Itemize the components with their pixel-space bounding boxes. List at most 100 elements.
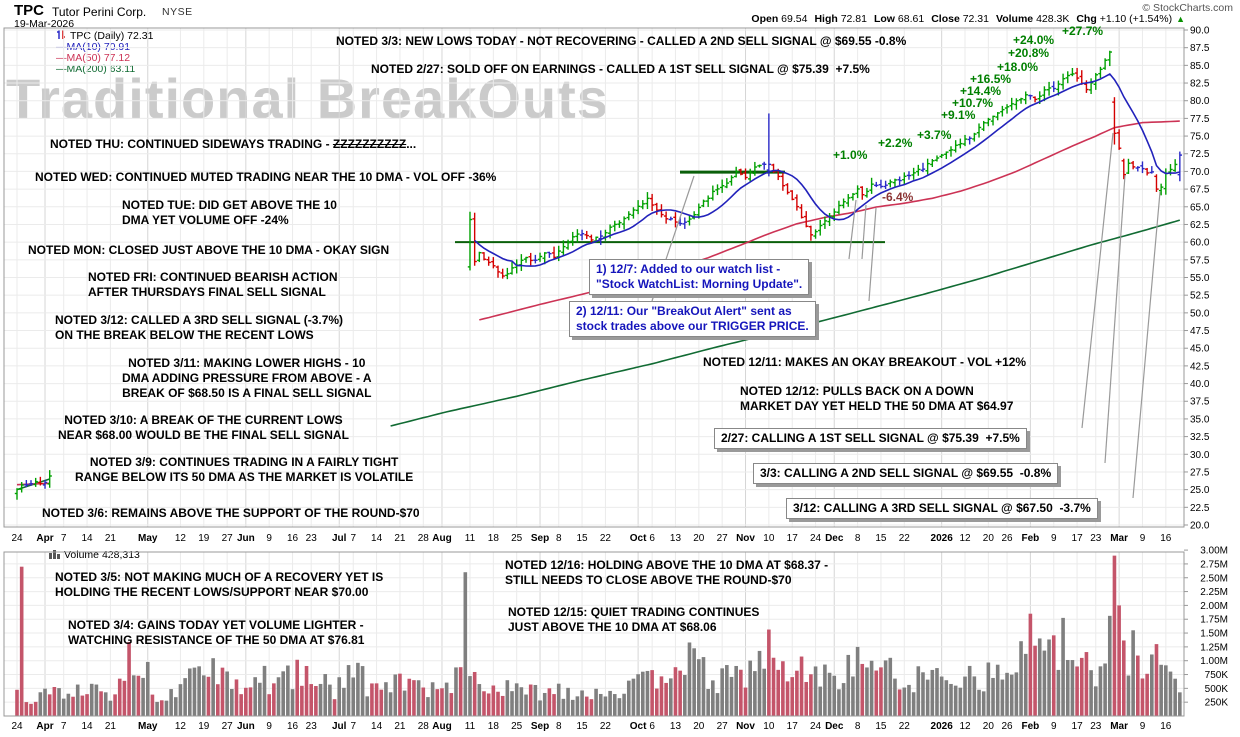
svg-text:9: 9 xyxy=(1140,533,1146,544)
exchange-name: NYSE xyxy=(162,6,193,18)
svg-text:Dec: Dec xyxy=(825,533,844,544)
svg-text:16: 16 xyxy=(287,533,299,544)
svg-text:23: 23 xyxy=(306,721,318,732)
svg-text:Nov: Nov xyxy=(736,533,755,544)
svg-text:Jun: Jun xyxy=(237,533,255,544)
svg-text:27: 27 xyxy=(222,533,234,544)
svg-text:30.0: 30.0 xyxy=(1190,450,1210,461)
svg-text:16: 16 xyxy=(287,721,299,732)
svg-text:21: 21 xyxy=(105,533,117,544)
svg-text:24: 24 xyxy=(810,721,822,732)
svg-text:24: 24 xyxy=(810,533,822,544)
svg-text:3.00M: 3.00M xyxy=(1200,546,1228,557)
legend-series: TPC (Daily) 72.31 xyxy=(70,30,154,42)
svg-text:9: 9 xyxy=(1051,721,1057,732)
svg-text:87.5: 87.5 xyxy=(1190,43,1210,54)
svg-text:75.0: 75.0 xyxy=(1190,132,1210,143)
svg-text:7: 7 xyxy=(350,721,356,732)
chg-label: Chg xyxy=(1076,13,1097,25)
svg-text:15: 15 xyxy=(577,533,589,544)
svg-text:12: 12 xyxy=(959,533,971,544)
svg-text:18: 18 xyxy=(488,721,500,732)
high-label: High xyxy=(814,13,838,25)
svg-text:26: 26 xyxy=(1001,721,1013,732)
svg-text:6: 6 xyxy=(649,533,655,544)
svg-text:80.0: 80.0 xyxy=(1190,96,1210,107)
svg-text:15: 15 xyxy=(875,533,887,544)
ticker-symbol: TPC xyxy=(14,2,44,19)
svg-text:25.0: 25.0 xyxy=(1190,485,1210,496)
svg-text:16: 16 xyxy=(1160,533,1172,544)
svg-text:19: 19 xyxy=(198,721,210,732)
svg-text:42.5: 42.5 xyxy=(1190,361,1210,372)
svg-text:2.25M: 2.25M xyxy=(1200,587,1228,598)
svg-text:32.5: 32.5 xyxy=(1190,432,1210,443)
svg-text:17: 17 xyxy=(787,533,799,544)
svg-text:20: 20 xyxy=(983,533,995,544)
svg-text:12: 12 xyxy=(175,533,187,544)
svg-text:500K: 500K xyxy=(1205,684,1229,695)
svg-text:1.00M: 1.00M xyxy=(1200,656,1228,667)
legend-ma50: —MA(50) 77.12 xyxy=(56,52,131,64)
svg-text:250K: 250K xyxy=(1205,698,1229,709)
svg-text:25: 25 xyxy=(511,533,523,544)
svg-text:750K: 750K xyxy=(1205,670,1229,681)
svg-text:28: 28 xyxy=(418,721,430,732)
low-label: Low xyxy=(873,13,895,25)
price-bars xyxy=(14,50,1183,500)
volume-label: Volume xyxy=(995,13,1034,25)
svg-text:65.0: 65.0 xyxy=(1190,202,1210,213)
svg-text:Mar: Mar xyxy=(1110,533,1128,544)
svg-text:19: 19 xyxy=(198,533,210,544)
svg-text:May: May xyxy=(138,721,158,732)
svg-text:Jun: Jun xyxy=(237,721,255,732)
svg-text:14: 14 xyxy=(81,533,93,544)
svg-text:14: 14 xyxy=(371,533,383,544)
svg-text:14: 14 xyxy=(371,721,383,732)
svg-text:20.0: 20.0 xyxy=(1190,520,1210,531)
svg-text:22: 22 xyxy=(899,533,911,544)
grid-lines xyxy=(4,28,1184,716)
svg-text:Mar: Mar xyxy=(1110,721,1128,732)
close-value: 72.31 xyxy=(962,13,989,25)
svg-text:20: 20 xyxy=(693,721,705,732)
svg-text:85.0: 85.0 xyxy=(1190,61,1210,72)
svg-text:Oct: Oct xyxy=(630,533,647,544)
high-value: 72.81 xyxy=(840,13,867,25)
svg-text:Feb: Feb xyxy=(1021,533,1039,544)
svg-text:15: 15 xyxy=(875,721,887,732)
svg-text:Apr: Apr xyxy=(36,721,53,732)
change-up-icon: ▲ xyxy=(1176,14,1185,24)
legend-ma200: —MA(200) 63.11 xyxy=(56,63,136,75)
svg-text:12: 12 xyxy=(959,721,971,732)
svg-text:37.5: 37.5 xyxy=(1190,397,1210,408)
low-value: 68.61 xyxy=(897,13,925,25)
svg-text:67.5: 67.5 xyxy=(1190,185,1210,196)
svg-text:62.5: 62.5 xyxy=(1190,220,1210,231)
svg-text:1.25M: 1.25M xyxy=(1200,642,1228,653)
svg-text:22: 22 xyxy=(600,721,612,732)
quote-bar: Open 69.54 High 72.81 Low 68.61 Close 72.31… xyxy=(744,13,1185,25)
svg-text:21: 21 xyxy=(105,721,117,732)
open-label: Open xyxy=(751,13,779,25)
svg-text:6: 6 xyxy=(649,721,655,732)
svg-text:Aug: Aug xyxy=(432,533,451,544)
svg-text:40.0: 40.0 xyxy=(1190,379,1210,390)
svg-text:21: 21 xyxy=(394,721,406,732)
svg-text:20: 20 xyxy=(983,721,995,732)
svg-text:1.75M: 1.75M xyxy=(1200,615,1228,626)
svg-text:23: 23 xyxy=(1090,721,1102,732)
svg-text:11: 11 xyxy=(465,533,476,544)
svg-text:2026: 2026 xyxy=(931,721,954,732)
svg-text:9: 9 xyxy=(1051,533,1057,544)
svg-text:10: 10 xyxy=(763,533,775,544)
chart-watermark: Traditional BreakOuts xyxy=(6,67,609,130)
svg-text:27: 27 xyxy=(717,533,729,544)
legend-ma10: —MA(10) 70.91 xyxy=(56,41,131,53)
svg-text:50.0: 50.0 xyxy=(1190,308,1210,319)
svg-text:60.0: 60.0 xyxy=(1190,238,1210,249)
svg-text:1.50M: 1.50M xyxy=(1200,629,1228,640)
legend-series-row: TPC (Daily) 72.31 xyxy=(56,29,153,42)
svg-text:45.0: 45.0 xyxy=(1190,344,1210,355)
